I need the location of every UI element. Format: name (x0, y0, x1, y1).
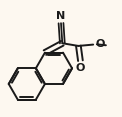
Text: O: O (76, 63, 85, 73)
Text: N: N (56, 11, 66, 21)
Text: O: O (95, 39, 105, 49)
